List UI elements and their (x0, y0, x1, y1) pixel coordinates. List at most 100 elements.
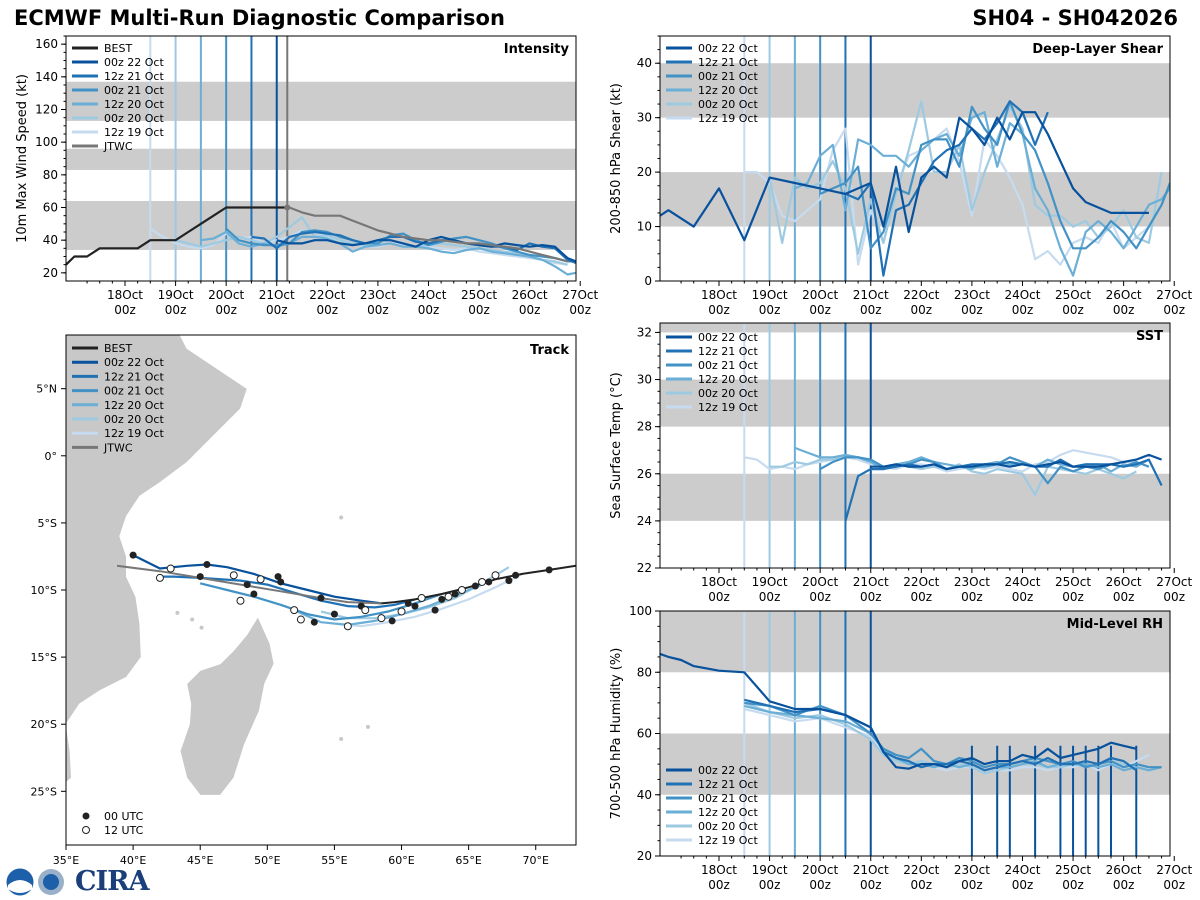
intensity-xtick-label-day: 24Oct (410, 288, 446, 302)
rh-xtick-label-day: 19Oct (752, 863, 788, 877)
sst-frame (659, 322, 1171, 569)
sst-series-00z-22-oct (870, 453, 1162, 471)
shear-series-12z-21-oct (845, 100, 1049, 277)
rh-xtick-label-day: 27Oct (1156, 863, 1192, 877)
track-legend-label-7: JTWC (103, 441, 133, 454)
rh-series-group (660, 652, 1162, 775)
intensity-jtwc-point (284, 204, 291, 211)
sst-xtick-label-hour: 00z (961, 590, 983, 604)
track-marker-00utc (438, 595, 446, 603)
track-marker-12utc (256, 575, 265, 584)
intensity-xtick-label-day: 27Oct (562, 288, 598, 302)
intensity-band-0 (66, 200, 576, 250)
rh-xtick-label-day: 22Oct (903, 863, 939, 877)
intensity-legend-label-0: BEST (104, 42, 132, 55)
track-marker-12utc (361, 606, 370, 615)
sst-ytick-label: 26 (637, 467, 652, 481)
shear-series-00z-22-oct (660, 111, 1149, 242)
shear-ytick-label: 0 (644, 274, 652, 288)
intensity-xtick-label-day: 19Oct (158, 288, 194, 302)
shear-xtick-label-day: 20Oct (802, 288, 838, 302)
intensity-panel: 2040608010012014016018Oct00z19Oct00z20Oc… (15, 35, 599, 317)
shear-series-group (660, 100, 1170, 277)
track-marker-12utc (417, 594, 426, 603)
intensity-legend-label-6: 12z 19 Oct (104, 126, 164, 139)
track-legend-label-5: 00z 20 Oct (104, 413, 164, 426)
track-marker-00utc (203, 561, 211, 568)
shear-xtick-label-day: 27Oct (1156, 288, 1192, 302)
sst-xtick-label-day: 18Oct (701, 575, 737, 589)
rh-panel: 2040608010018Oct00z19Oct00z20Oct00z21Oct… (609, 604, 1193, 892)
sst-xtick-label-hour: 00z (759, 590, 781, 604)
track-lat-tick-label: 20°S (31, 718, 57, 731)
intensity-xtick-label-hour: 00z (418, 303, 440, 317)
intensity-xtick-label-day: 22Oct (309, 288, 345, 302)
track-lat-tick-label: 5°S (38, 517, 57, 530)
storm-id-title: SH04 - SH042026 (972, 6, 1178, 30)
sst-legend-label-5: 12z 19 Oct (698, 401, 758, 414)
rh-xtick-label-day: 26Oct (1106, 863, 1142, 877)
page-title: ECMWF Multi-Run Diagnostic Comparison (14, 6, 505, 30)
intensity-xtick-label-hour: 00z (114, 303, 136, 317)
track-line-00z-22-oct (132, 554, 382, 605)
sst-xtick-label-hour: 00z (911, 590, 933, 604)
shear-legend-label-4: 00z 20 Oct (698, 98, 758, 111)
sst-xtick-label-day: 25Oct (1055, 575, 1091, 589)
rh-ytick-label: 40 (637, 788, 652, 802)
rh-xtick-label-hour: 00z (1062, 878, 1084, 892)
rh-xtick-label-day: 20Oct (802, 863, 838, 877)
track-marker-12utc (236, 596, 245, 605)
track-marker-00utc (451, 590, 459, 598)
shear-xtick-label-day: 18Oct (701, 288, 737, 302)
track-marker-12utc (290, 606, 299, 615)
intensity-ytick-label: 140 (35, 70, 58, 84)
track-legend-label-4: 12z 20 Oct (104, 399, 164, 412)
shear-panel: 01020304018Oct00z19Oct00z20Oct00z21Oct00… (609, 35, 1193, 317)
sst-ytick-label: 22 (637, 561, 652, 575)
intensity-xtick-label-day: 18Oct (107, 288, 143, 302)
intensity-band-1 (66, 148, 576, 170)
shear-xtick-label-hour: 00z (911, 303, 933, 317)
intensity-xtick-label-hour: 00z (468, 303, 490, 317)
track-marker-12utc (491, 571, 500, 580)
shear-xtick-label-day: 21Oct (853, 288, 889, 302)
rh-ylabel: 700-500 hPa Humidity (%) (609, 648, 624, 820)
rh-xtick-label-hour: 00z (911, 878, 933, 892)
intensity-legend-label-4: 12z 20 Oct (104, 98, 164, 111)
track-marker-00utc (277, 578, 285, 586)
shear-xtick-label-day: 23Oct (954, 288, 990, 302)
intensity-xtick-label-hour: 00z (569, 303, 591, 317)
sst-legend-label-0: 00z 22 Oct (698, 331, 758, 344)
track-marker-12utc (166, 564, 175, 573)
intensity-series-best (66, 206, 290, 266)
legend-label-12utc: 12 UTC (104, 824, 144, 837)
shear-xtick-label-hour: 00z (860, 303, 882, 317)
island-5 (339, 736, 344, 741)
rh-xtick-label-hour: 00z (961, 878, 983, 892)
rh-legend-label-5: 12z 19 Oct (698, 834, 758, 847)
intensity-ytick-label: 100 (35, 135, 58, 149)
track-marker-12utc (377, 614, 386, 623)
shear-ytick-label: 20 (637, 165, 652, 179)
track-lon-tick-label: 50°E (254, 854, 280, 867)
sst-band-2 (660, 323, 1170, 333)
legend-marker-12utc (82, 826, 90, 834)
intensity-xtick-label-hour: 00z (215, 303, 237, 317)
shear-band-0 (660, 172, 1170, 227)
track-marker-12utc (397, 607, 406, 616)
track-lon-tick-label: 55°E (321, 854, 347, 867)
sst-xtick-label-day: 26Oct (1106, 575, 1142, 589)
madagascar-landmass (179, 615, 275, 796)
intensity-ylabel: 10m Max Wind Speed (kt) (15, 74, 30, 243)
sst-xtick-label-hour: 00z (860, 590, 882, 604)
sst-ylabel: Sea Surface Temp (°C) (609, 372, 624, 519)
shear-xtick-label-hour: 00z (809, 303, 831, 317)
shear-xtick-label-hour: 00z (759, 303, 781, 317)
track-marker-12utc (229, 571, 238, 580)
track-marker-12utc (457, 586, 466, 594)
intensity-ytick-label: 20 (43, 266, 58, 280)
intensity-ytick-label: 120 (35, 103, 58, 117)
track-lat-tick-label: 10°S (31, 584, 57, 597)
legend-marker-00utc (82, 812, 90, 820)
sst-ytick-label: 28 (637, 420, 652, 434)
